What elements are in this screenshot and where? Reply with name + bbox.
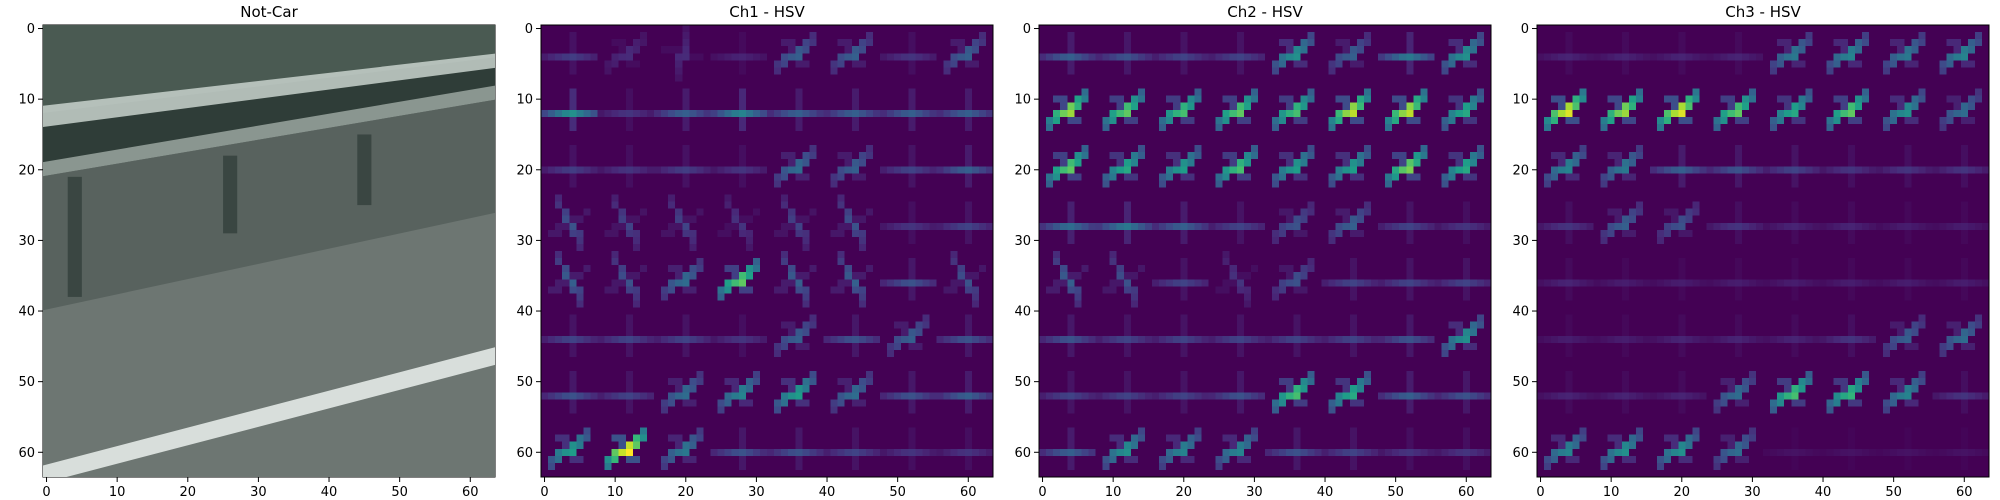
x-tick-label: 0 bbox=[42, 485, 50, 500]
y-tick-label: 0 bbox=[27, 22, 35, 37]
x-tick-label: 40 bbox=[1815, 485, 1832, 500]
x-tick-label: 0 bbox=[540, 485, 548, 500]
y-tick-label: 60 bbox=[18, 446, 35, 461]
panel-3: Ch2 - HSV 0 10 20 30 40 50 60 0 10 20 30 40 50 60 bbox=[1014, 3, 1492, 500]
x-tick-label: 30 bbox=[748, 485, 765, 500]
y-tick-label: 10 bbox=[1512, 93, 1529, 108]
x-tick-label: 30 bbox=[1246, 485, 1263, 500]
panel-title: Ch3 - HSV bbox=[1725, 3, 1801, 21]
x-tick-label: 60 bbox=[960, 485, 977, 500]
y-tick-label: 40 bbox=[18, 305, 35, 320]
guard-rail-highlight bbox=[43, 53, 495, 127]
x-tick-label: 0 bbox=[1536, 485, 1544, 500]
y-tick-label: 20 bbox=[1014, 163, 1031, 178]
y-tick-label: 40 bbox=[1014, 305, 1031, 320]
x-tick-label: 10 bbox=[607, 485, 624, 500]
x-tick-label: 40 bbox=[321, 485, 338, 500]
panel-title: Ch1 - HSV bbox=[729, 3, 805, 21]
y-tick-label: 30 bbox=[18, 234, 35, 249]
hog-heatmap bbox=[1537, 25, 1989, 477]
x-tick-label: 20 bbox=[1674, 485, 1691, 500]
y-tick-label: 50 bbox=[516, 375, 533, 390]
x-tick-label: 10 bbox=[1603, 485, 1620, 500]
x-tick-label: 10 bbox=[1105, 485, 1122, 500]
axes-frame bbox=[540, 24, 994, 478]
x-tick-label: 20 bbox=[678, 485, 695, 500]
y-tick-label: 20 bbox=[516, 163, 533, 178]
not-car-image bbox=[43, 25, 495, 477]
y-tick-label: 60 bbox=[516, 446, 533, 461]
y-tick-label: 50 bbox=[18, 375, 35, 390]
x-tick-label: 20 bbox=[180, 485, 197, 500]
y-tick-label: 30 bbox=[516, 234, 533, 249]
hog-heatmap bbox=[541, 25, 993, 477]
y-tick-label: 60 bbox=[1014, 446, 1031, 461]
x-tick-label: 60 bbox=[1458, 485, 1475, 500]
x-tick-label: 30 bbox=[1744, 485, 1761, 500]
y-tick-label: 60 bbox=[1512, 446, 1529, 461]
panel-4: Ch3 - HSV 0 10 20 30 40 50 60 0 10 20 30 40 50 60 bbox=[1512, 3, 1990, 500]
road-shoulder bbox=[43, 99, 495, 311]
rail-post bbox=[223, 155, 238, 234]
panel-2: Ch1 - HSV 0 10 20 30 40 50 60 0 10 20 30 40 50 60 bbox=[516, 3, 994, 500]
y-tick-label: 20 bbox=[18, 163, 35, 178]
x-tick-label: 60 bbox=[1956, 485, 1973, 500]
y-tick-label: 10 bbox=[18, 93, 35, 108]
x-tick-label: 50 bbox=[889, 485, 906, 500]
y-tick-label: 0 bbox=[525, 22, 533, 37]
y-tick-label: 0 bbox=[1521, 22, 1529, 37]
axes-frame bbox=[1038, 24, 1492, 478]
y-tick-label: 40 bbox=[516, 305, 533, 320]
x-tick-label: 10 bbox=[109, 485, 126, 500]
y-tick-label: 10 bbox=[1014, 93, 1031, 108]
x-tick-label: 40 bbox=[1317, 485, 1334, 500]
guard-rail-lower-edge bbox=[43, 85, 495, 177]
x-tick-label: 20 bbox=[1176, 485, 1193, 500]
y-tick-label: 40 bbox=[1512, 305, 1529, 320]
y-tick-label: 30 bbox=[1512, 234, 1529, 249]
background-area bbox=[43, 25, 495, 113]
y-tick-label: 30 bbox=[1014, 234, 1031, 249]
x-tick-label: 40 bbox=[819, 485, 836, 500]
panel-title: Ch2 - HSV bbox=[1227, 3, 1303, 21]
x-tick-label: 50 bbox=[391, 485, 408, 500]
axes-frame bbox=[1536, 24, 1990, 478]
rail-post bbox=[67, 176, 82, 297]
panel-title: Not-Car bbox=[240, 3, 298, 21]
lane-stripe bbox=[43, 347, 495, 477]
x-tick-label: 60 bbox=[462, 485, 479, 500]
x-tick-label: 30 bbox=[250, 485, 267, 500]
rail-post bbox=[357, 134, 372, 206]
y-tick-label: 50 bbox=[1014, 375, 1031, 390]
y-tick-label: 50 bbox=[1512, 375, 1529, 390]
x-tick-label: 50 bbox=[1387, 485, 1404, 500]
y-tick-label: 10 bbox=[516, 93, 533, 108]
hog-heatmap bbox=[1039, 25, 1491, 477]
x-tick-label: 0 bbox=[1038, 485, 1046, 500]
x-tick-label: 50 bbox=[1885, 485, 1902, 500]
y-tick-label: 0 bbox=[1023, 22, 1031, 37]
y-tick-label: 20 bbox=[1512, 163, 1529, 178]
